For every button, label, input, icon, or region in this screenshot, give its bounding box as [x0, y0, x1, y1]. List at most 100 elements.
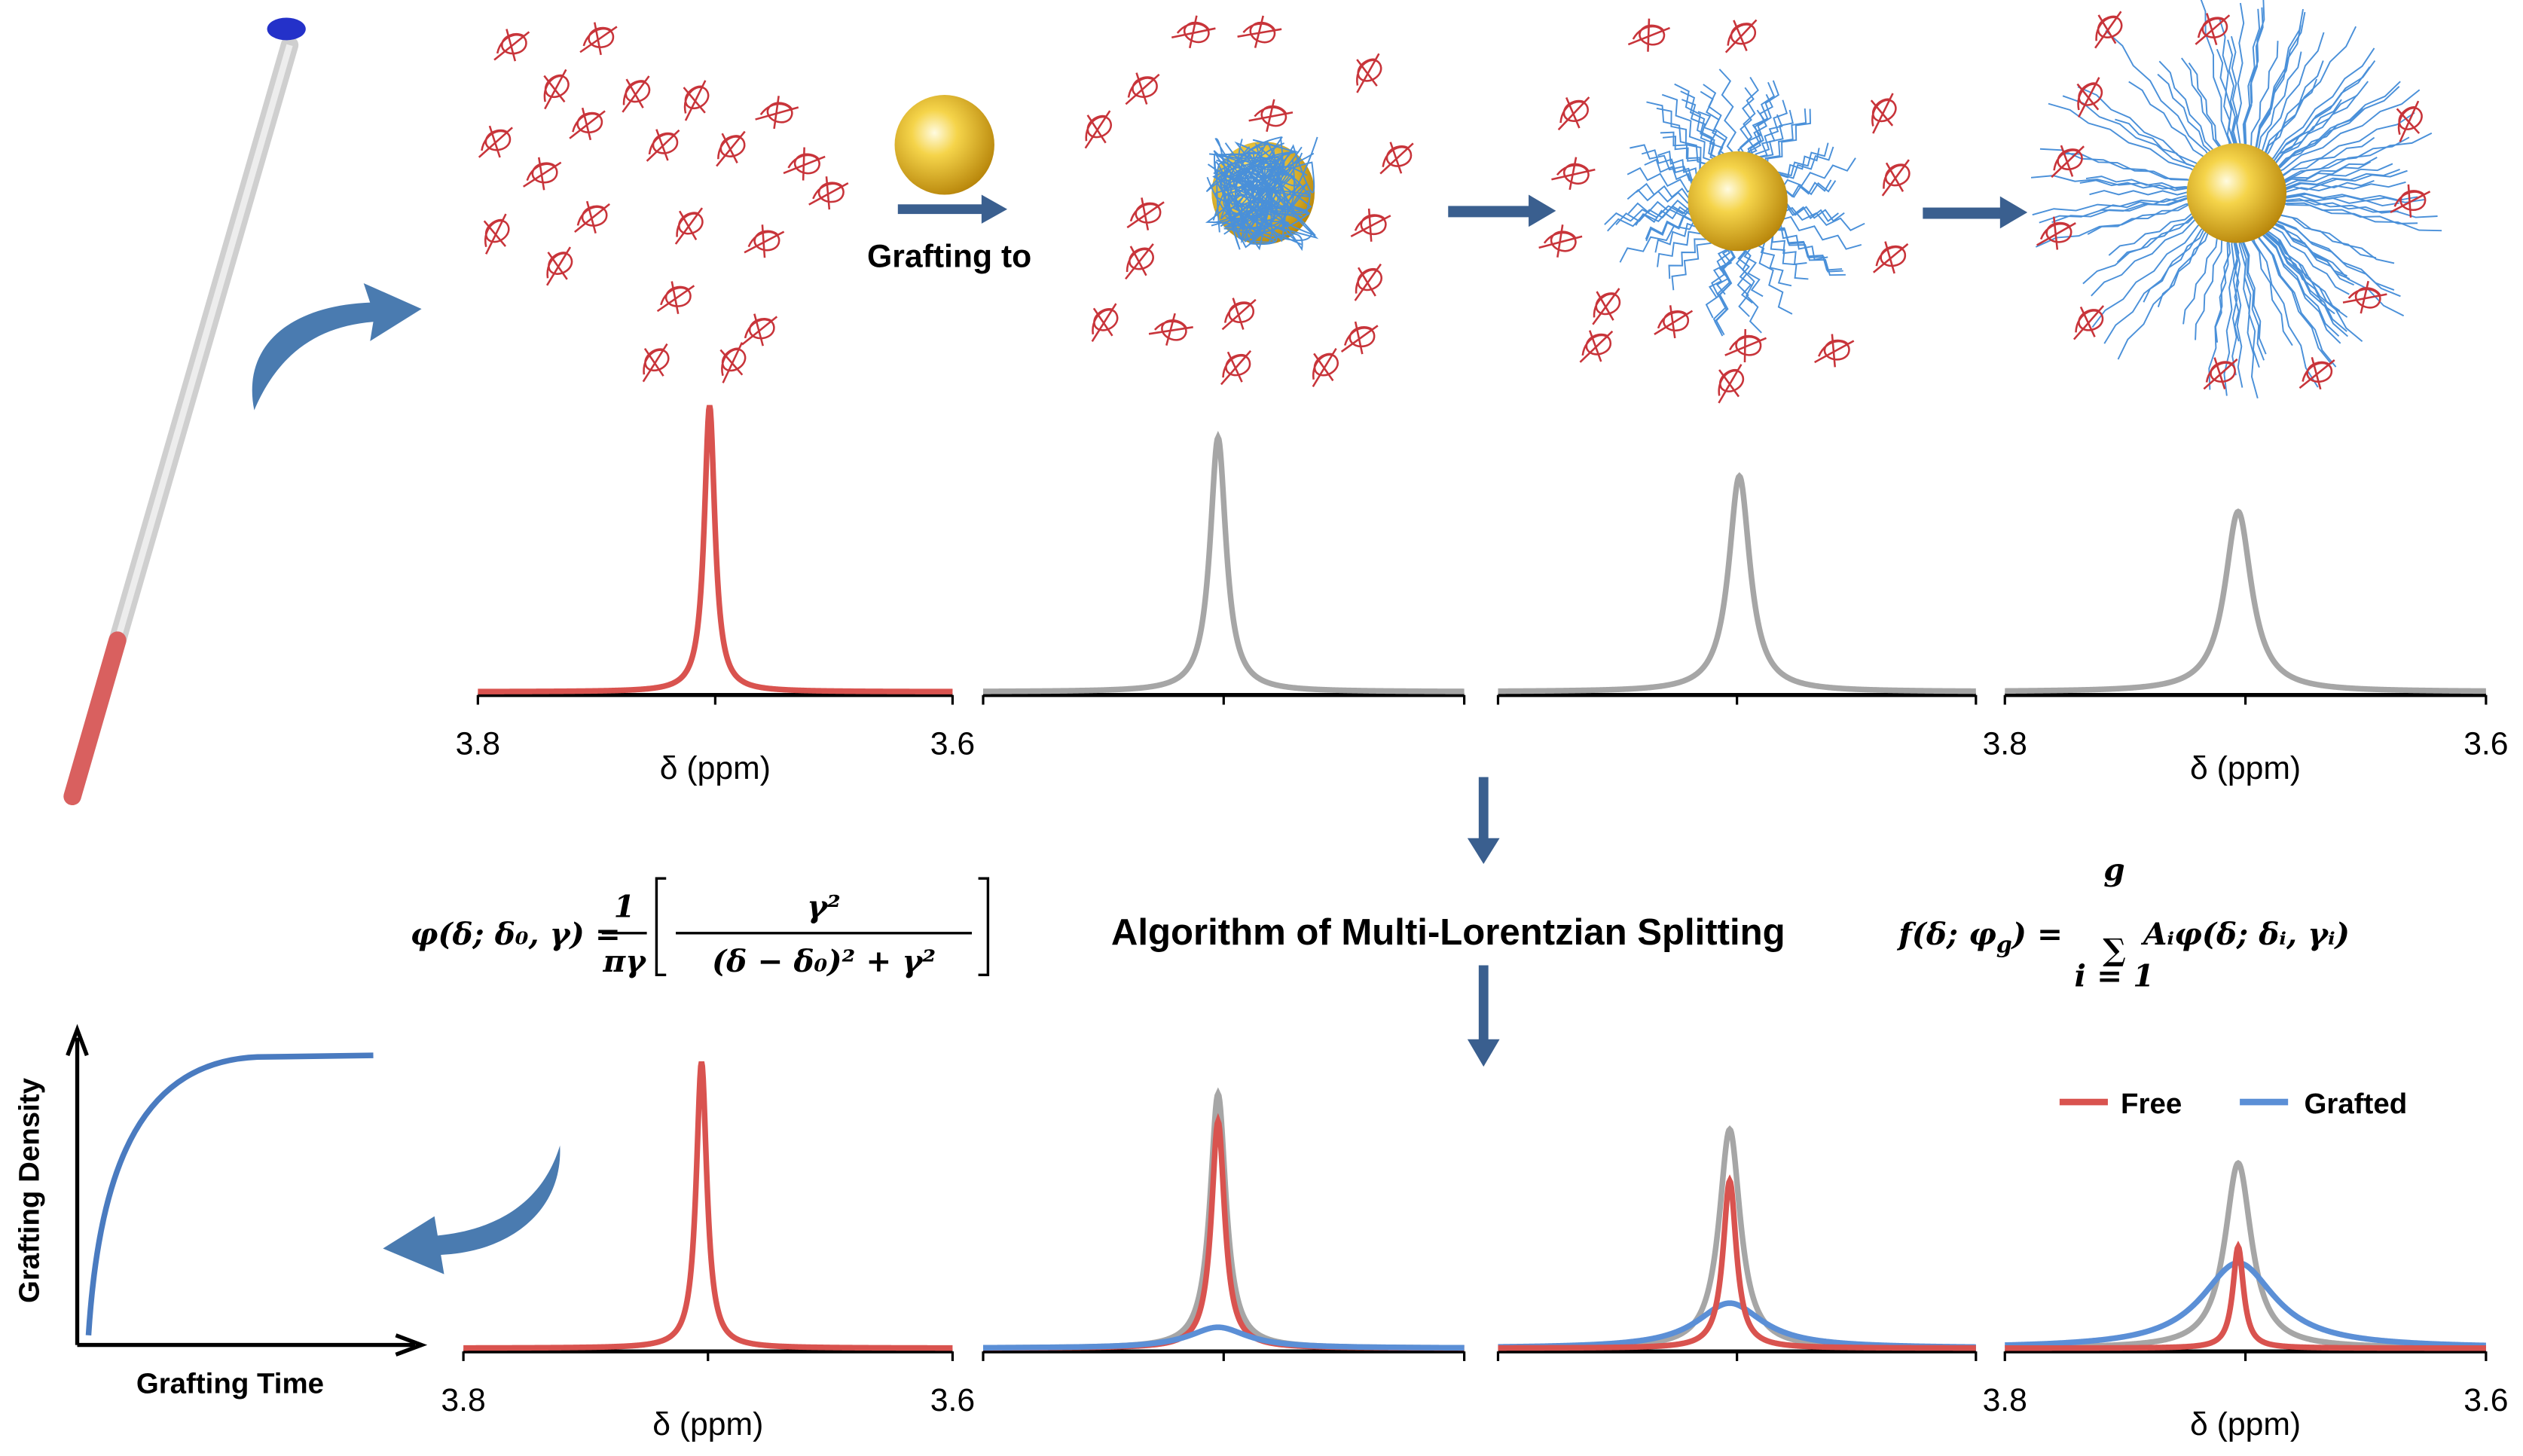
polymer-coil: [523, 157, 562, 191]
polymer-chain: [2077, 86, 2213, 177]
polymer-chain: [1211, 166, 1303, 227]
polymer-chain: [2085, 176, 2207, 191]
arrow-shaft: [1478, 777, 1489, 842]
polymer-chain: [2035, 200, 2208, 248]
polymer-chain: [2244, 41, 2279, 165]
polymer-coils: [478, 11, 2431, 404]
polymer-chain: [2103, 215, 2217, 344]
tick-label: 3.8: [441, 1382, 485, 1418]
polymer-coil: [1579, 330, 1614, 363]
polymer-chain: [2265, 163, 2393, 189]
polymer-coil: [1350, 208, 1391, 242]
grafted-particles: [1205, 0, 2442, 399]
formula-text: (δ − δ₀)² + γ²: [712, 943, 936, 979]
polymer-chain: [2253, 60, 2324, 169]
arrow-head: [981, 194, 1008, 224]
polymer-coil: [2072, 305, 2105, 340]
polymer-chain: [2158, 60, 2223, 168]
axis-label: δ (ppm): [2190, 1406, 2301, 1442]
polymer-coil: [1551, 157, 1596, 191]
polymer-coil: [1248, 99, 1294, 133]
polymer-chain: [2238, 222, 2259, 399]
polymer-chain: [2032, 195, 2207, 216]
spectra: 3.8 3.6 δ (ppm) 3.8 3.6 δ (ppm) 3.8 3.6 δ (ppm) 3…: [441, 404, 2509, 1442]
spectrum-curve: [1498, 1300, 1976, 1351]
polymer-coil: [569, 107, 606, 141]
polymer-chain: [2236, 2, 2245, 163]
polymer-coil: [2390, 184, 2431, 218]
polymer-coil: [674, 207, 704, 245]
axis-label: δ (ppm): [660, 750, 771, 786]
polymer-chain: [2250, 218, 2337, 368]
polymer-coil: [1724, 19, 1758, 53]
polymer-coil: [483, 213, 510, 255]
brackets: [655, 877, 990, 977]
polymer-chain: [2246, 221, 2293, 346]
polymer-coil: [646, 129, 680, 162]
polymer-coil: [656, 281, 695, 314]
polymer-chain: [2247, 220, 2319, 388]
polymer-chain: [1219, 153, 1294, 241]
tick-label: 3.6: [2463, 1382, 2508, 1418]
polymer-chain: [2265, 197, 2418, 224]
gold-nanoparticle: [2186, 143, 2287, 243]
formula-text: φ(δ; δ₀, γ) =: [411, 916, 621, 952]
formula-text: Aᵢφ(δ; δᵢ, γᵢ): [2140, 916, 2350, 952]
polymer-coil: [1654, 305, 1694, 339]
polymer-chain: [2261, 209, 2401, 298]
polymer-chain: [2247, 25, 2302, 166]
polymer-chain: [2248, 51, 2302, 166]
tick-label: 3.6: [930, 1382, 975, 1418]
polymer-chain: [2091, 212, 2216, 328]
polymer-coil: [1221, 298, 1257, 331]
arrow-head: [1999, 196, 2028, 229]
arrow-head: [1529, 194, 1556, 227]
polymer-chain: [2258, 60, 2376, 173]
polymer-chain: [2253, 26, 2357, 169]
polymer-coil: [1237, 15, 1282, 48]
step-label: Grafting to: [867, 239, 1031, 275]
polymer-coil: [1592, 288, 1621, 325]
polymer-chain: [2254, 216, 2347, 332]
arrow-shaft: [1923, 207, 2004, 219]
polymer-chain: [2239, 222, 2260, 368]
gold-nanoparticle: [1688, 151, 1788, 252]
polymer-chain: [2256, 47, 2375, 172]
polymer-coil: [1148, 313, 1193, 346]
polymer-chain: [2250, 32, 2325, 168]
polymer-chain: [2256, 215, 2348, 318]
formula-text: γ²: [807, 888, 841, 924]
polymer-coil: [1312, 347, 1339, 388]
arrow-head: [1467, 838, 1500, 864]
polymer-coil: [2076, 77, 2103, 118]
polymer-coil: [1870, 93, 1897, 134]
polymer-coil: [1126, 197, 1165, 230]
spectrum-curve: [2005, 508, 2486, 694]
polymer-chain: [2253, 217, 2340, 337]
polymer-chain: [2082, 207, 2211, 285]
spectrum-curve: [2005, 1259, 2486, 1348]
polymer-chain: [2223, 222, 2236, 396]
curved-arrow: [383, 1145, 560, 1274]
polymer-coil: [2298, 356, 2335, 390]
polymer-coil: [545, 246, 573, 286]
polymer-chain: [2227, 39, 2237, 163]
polymer-chain: [2266, 169, 2408, 191]
polymer-chain: [2266, 181, 2406, 194]
formula-text: πγ: [602, 943, 647, 979]
polymer-coil: [755, 96, 799, 130]
polymer-coil: [2036, 216, 2076, 250]
polymer-coil: [622, 75, 651, 113]
legend-label: Free: [2121, 1088, 2182, 1120]
polymer-coil: [1340, 321, 1379, 355]
polymer-coil: [2051, 145, 2085, 179]
polymer-coil: [2203, 357, 2238, 390]
polymer-chain: [2091, 209, 2213, 297]
inset-x-label: Grafting Time: [136, 1368, 324, 1400]
sum-sign: ∑: [2103, 932, 2126, 968]
polymer-coil: [1538, 224, 1583, 258]
polymer-chain: [1251, 136, 1318, 237]
polymer-coil: [1091, 303, 1119, 342]
